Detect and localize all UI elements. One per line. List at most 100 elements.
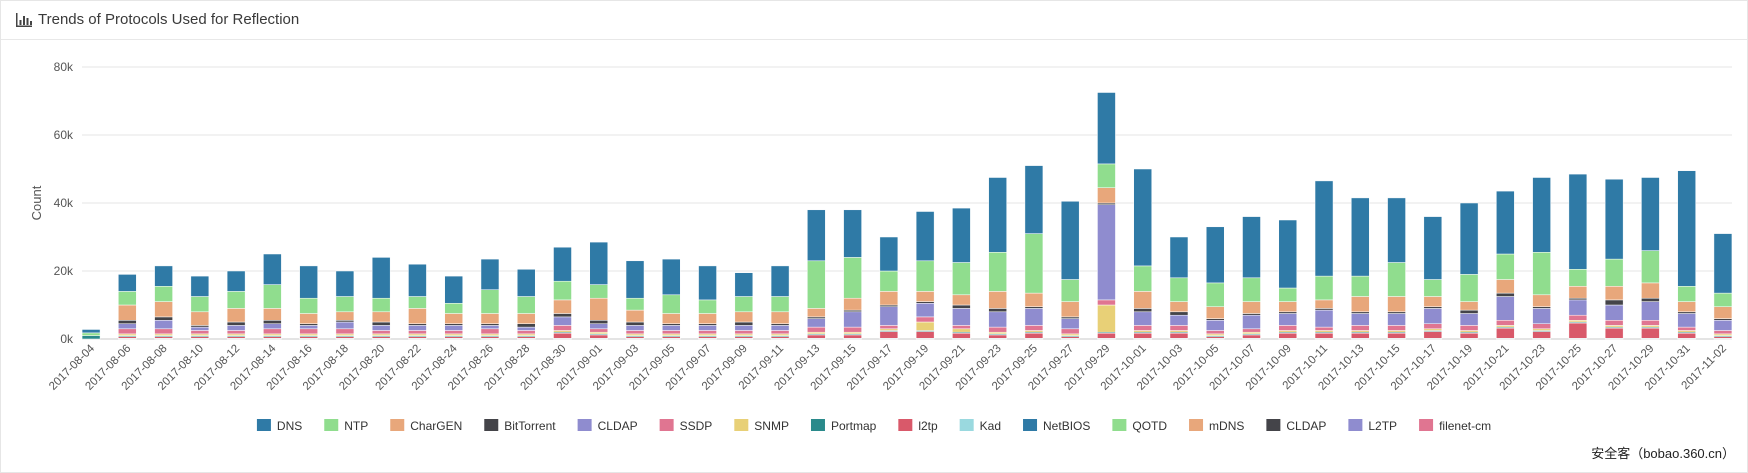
legend-swatch: [1023, 419, 1038, 431]
bar-segment: [589, 334, 609, 339]
bar-segment: [1423, 279, 1443, 297]
bar-segment: [299, 336, 318, 339]
bar-segment: [952, 332, 971, 339]
bar-segment: [1423, 331, 1443, 339]
bar-segment: [1314, 299, 1334, 309]
bar-segment: [662, 336, 681, 339]
bar-segment: [299, 325, 318, 330]
bar-segment: [1133, 332, 1152, 339]
bar-segment: [662, 325, 681, 331]
bar-segment: [444, 336, 463, 339]
bar-segment: [1060, 318, 1080, 330]
bar-segment: [1314, 332, 1334, 339]
bar-segment: [1278, 332, 1298, 339]
y-tick-label: 20k: [54, 264, 74, 278]
bar-segment: [154, 316, 173, 321]
panel-header: Trends of Protocols Used for Reflection: [1, 1, 1747, 40]
bar-segment: [1242, 301, 1261, 314]
bar-segment: [1097, 92, 1116, 165]
bar-segment: [444, 330, 463, 335]
bar-segment: [952, 262, 971, 296]
bar-segment: [408, 296, 427, 309]
bar-segment: [226, 330, 246, 335]
bar-segment: [1351, 197, 1370, 277]
bar-segment: [263, 323, 282, 330]
legend-swatch: [1419, 419, 1434, 431]
bar-segment: [335, 270, 355, 297]
bar-segment: [190, 325, 210, 328]
bar-segment: [807, 260, 826, 309]
bar-segment: [299, 297, 318, 314]
bar-segment: [1278, 311, 1298, 314]
legend-swatch: [659, 419, 674, 431]
bar-segment: [1169, 236, 1189, 279]
bar-segment: [807, 316, 826, 319]
bar-segment: [734, 321, 754, 326]
bar-segment: [770, 265, 790, 297]
bar-segment: [81, 329, 101, 334]
bar-segment: [1097, 187, 1116, 204]
bar-segment: [1242, 314, 1261, 330]
bar-segment: [480, 328, 500, 335]
legend-label: Kad: [980, 419, 1001, 433]
bar-segment: [698, 336, 717, 339]
y-tick-label: 0k: [60, 332, 74, 346]
bar-segment: [1641, 320, 1660, 326]
y-tick-label: 60k: [54, 128, 74, 142]
bar-segment: [1423, 216, 1443, 280]
bar-segment: [1677, 301, 1696, 313]
bar-segment: [335, 333, 355, 336]
bar-segment: [589, 241, 609, 285]
bar-segment: [1242, 331, 1261, 335]
bar-segment: [1205, 330, 1225, 335]
bar-segment: [1169, 332, 1189, 339]
y-tick-label: 40k: [54, 196, 74, 210]
y-axis-label: Count: [29, 185, 44, 220]
bar-segment: [553, 332, 572, 339]
bar-segment: [1133, 325, 1152, 331]
bar-segment: [1351, 275, 1370, 297]
legend-label: CharGEN: [410, 419, 462, 433]
legend-swatch: [324, 419, 339, 431]
bar-segment: [625, 297, 645, 311]
bar-segment: [1169, 314, 1189, 326]
bar-segment: [1387, 197, 1406, 263]
bar-segment: [1097, 204, 1116, 301]
bar-segment: [770, 325, 790, 331]
bar-segment: [807, 318, 826, 328]
bar-segment: [553, 299, 572, 314]
bar-segment: [553, 325, 572, 331]
legend-label: DNS: [277, 419, 302, 433]
bar-segment: [1532, 328, 1551, 331]
bar-segment: [1205, 306, 1225, 319]
bar-segment: [408, 263, 427, 297]
bar-segment: [1459, 330, 1479, 333]
bar-segment: [1169, 330, 1189, 333]
bar-segment: [263, 253, 282, 285]
bar-segment: [698, 299, 717, 314]
bar-segment: [1532, 323, 1551, 330]
bar-segment: [988, 177, 1007, 253]
bar-segment: [734, 272, 754, 297]
bar-segment: [118, 328, 137, 335]
bar-segment: [1314, 309, 1334, 328]
bar-segment: [1314, 326, 1334, 331]
bar-segment: [1278, 287, 1298, 302]
bar-segment: [299, 265, 318, 299]
bar-segment: [1713, 320, 1733, 331]
bar-segment: [408, 323, 427, 326]
bar-segment: [480, 333, 500, 336]
bar-segment: [1532, 294, 1551, 307]
bar-segment: [226, 336, 246, 339]
bar-segment: [988, 334, 1007, 339]
bar-segment: [1169, 301, 1189, 313]
bar-segment: [1459, 301, 1479, 311]
bar-segment: [1351, 296, 1370, 313]
bar-segment: [662, 258, 681, 296]
bar-segment: [1060, 301, 1080, 318]
bar-segment: [879, 304, 899, 307]
bar-segment: [1713, 233, 1733, 294]
bar-segment: [879, 236, 899, 272]
bar-segment: [843, 331, 862, 335]
bar-segment: [1568, 297, 1588, 301]
